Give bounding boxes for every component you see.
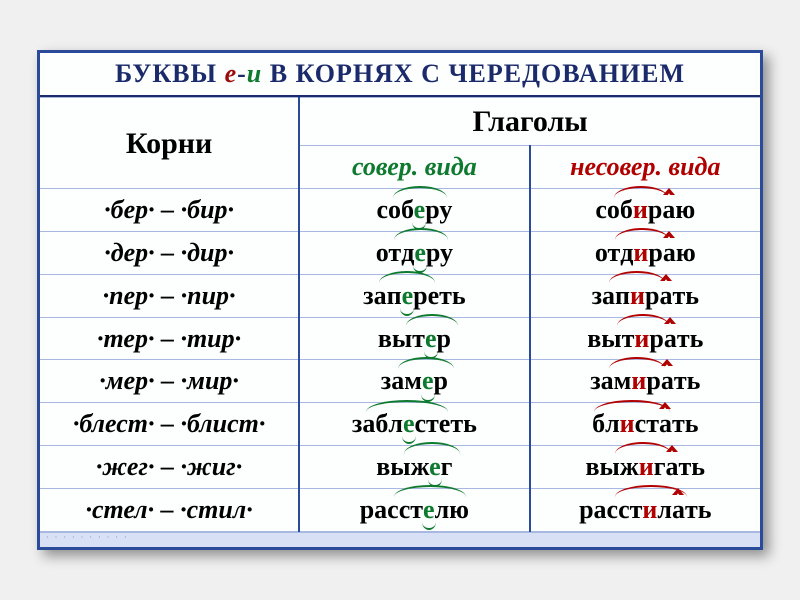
perfective-cell: вытер xyxy=(299,317,529,360)
roots-cell: ·пер· – ·пир· xyxy=(40,274,299,317)
imperfective-cell: отдираю xyxy=(530,232,760,275)
grammar-table: Корни Глаголы совер. вида несовер. вида … xyxy=(40,97,760,531)
perfective-word: соберу xyxy=(376,193,452,227)
table-row: ·тер· – ·тир· вытер вытирать xyxy=(40,317,760,360)
footer-strip: · · · · · · · · · · xyxy=(40,532,760,547)
perfective-cell: соберу xyxy=(299,189,529,232)
perfective-cell: расстелю xyxy=(299,488,529,531)
imperfective-word: выжигать xyxy=(586,450,706,484)
header-roots: Корни xyxy=(40,98,299,189)
table-row: ·пер· – ·пир· запереть запирать xyxy=(40,274,760,317)
perfective-cell: выжег xyxy=(299,445,529,488)
table-row: ·бер· – ·бир· соберу собираю xyxy=(40,189,760,232)
roots-cell: ·дер· – ·дир· xyxy=(40,232,299,275)
perfective-word: запереть xyxy=(363,279,466,313)
title-letter-i: и xyxy=(247,59,262,88)
perfective-word: отдеру xyxy=(376,236,453,270)
title-letter-e: е xyxy=(225,59,238,88)
perfective-cell: отдеру xyxy=(299,232,529,275)
perfective-cell: замер xyxy=(299,360,529,403)
roots-cell: ·жег· – ·жиг· xyxy=(40,445,299,488)
imperfective-cell: запирать xyxy=(530,274,760,317)
imperfective-word: отдираю xyxy=(595,236,696,270)
roots-cell: ·мер· – ·мир· xyxy=(40,360,299,403)
perfective-word: вытер xyxy=(378,322,451,356)
imperfective-word: блистать xyxy=(592,407,698,441)
imperfective-word: замирать xyxy=(590,364,700,398)
table-row: ·блест· – ·блист· заблестеть блистать xyxy=(40,403,760,446)
table-row: ·жег· – ·жиг· выжег выжигать xyxy=(40,445,760,488)
header-perfective: совер. вида xyxy=(299,146,529,189)
title-pre: БУКВЫ xyxy=(115,59,225,88)
perfective-word: заблестеть xyxy=(352,407,477,441)
roots-cell: ·стел· – ·стил· xyxy=(40,488,299,531)
imperfective-word: собираю xyxy=(595,193,695,227)
roots-cell: ·бер· – ·бир· xyxy=(40,189,299,232)
perfective-word: замер xyxy=(381,364,448,398)
imperfective-word: вытирать xyxy=(587,322,703,356)
perfective-cell: запереть xyxy=(299,274,529,317)
perfective-cell: заблестеть xyxy=(299,403,529,446)
roots-cell: ·блест· – ·блист· xyxy=(40,403,299,446)
imperfective-word: запирать xyxy=(592,279,699,313)
table-row: ·дер· – ·дир· отдеру отдираю xyxy=(40,232,760,275)
roots-cell: ·тер· – ·тир· xyxy=(40,317,299,360)
table-row: ·стел· – ·стил· расстелю расстилать xyxy=(40,488,760,531)
imperfective-cell: замирать xyxy=(530,360,760,403)
poster-title: БУКВЫ е-и В КОРНЯХ С ЧЕРЕДОВАНИЕМ xyxy=(40,53,760,97)
imperfective-cell: вытирать xyxy=(530,317,760,360)
title-post: В КОРНЯХ С ЧЕРЕДОВАНИЕМ xyxy=(262,59,685,88)
imperfective-cell: блистать xyxy=(530,403,760,446)
table-row: ·мер· – ·мир· замер замирать xyxy=(40,360,760,403)
imperfective-cell: выжигать xyxy=(530,445,760,488)
imperfective-cell: собираю xyxy=(530,189,760,232)
grammar-poster: БУКВЫ е-и В КОРНЯХ С ЧЕРЕДОВАНИЕМ Корни … xyxy=(37,50,763,549)
perfective-word: выжег xyxy=(376,450,452,484)
title-dash: - xyxy=(237,59,247,88)
header-imperfective: несовер. вида xyxy=(530,146,760,189)
imperfective-cell: расстилать xyxy=(530,488,760,531)
imperfective-word: расстилать xyxy=(579,493,711,527)
header-verbs: Глаголы xyxy=(299,98,760,146)
perfective-word: расстелю xyxy=(360,493,469,527)
